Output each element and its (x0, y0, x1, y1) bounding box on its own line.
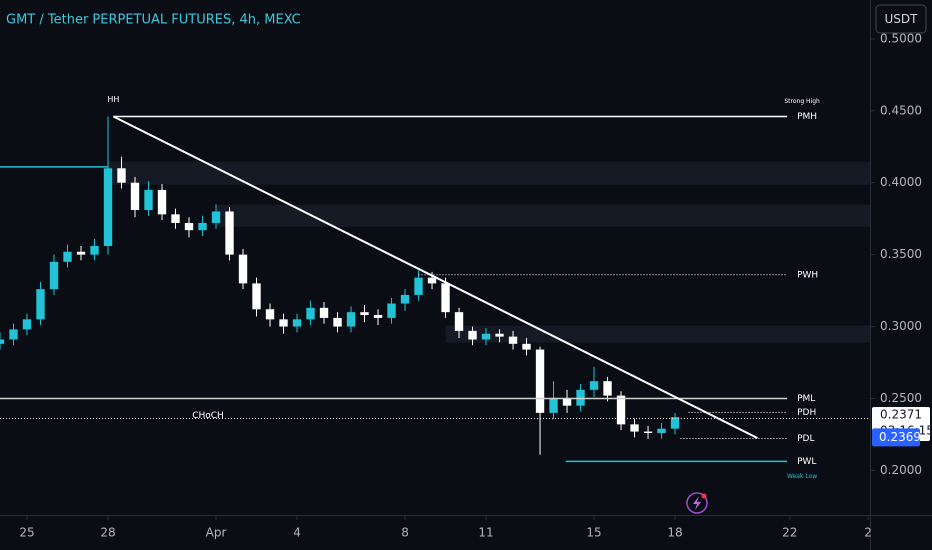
x-tick-label: 4 (293, 526, 301, 540)
candle-body (319, 307, 329, 318)
currency-button-label: USDT (885, 12, 919, 26)
level-label: PMH (797, 112, 817, 122)
level-label: PDL (797, 434, 814, 444)
candle-body (63, 251, 72, 262)
candle-body (333, 317, 342, 327)
zone (108, 161, 870, 185)
candle-body (130, 182, 140, 211)
candle-body (373, 315, 383, 318)
candle-body (454, 312, 464, 331)
candle-body (22, 319, 32, 330)
currency-button[interactable] (875, 4, 927, 34)
candle-body (211, 211, 221, 223)
alert-dot (701, 493, 707, 499)
candle-body (522, 343, 531, 350)
level-label: PML (797, 394, 815, 404)
plot (0, 115, 870, 463)
y-tick-label: 0.5000 (880, 31, 922, 45)
candle-body (36, 289, 45, 320)
y-tick-label: 0.3000 (880, 319, 922, 333)
candle-body (346, 312, 356, 327)
level-label: CHoCH (192, 411, 224, 421)
candle-body (9, 329, 18, 340)
candle-body (90, 245, 99, 255)
y-tick-label: 0.2000 (880, 463, 922, 477)
candle-body (279, 319, 288, 327)
chart-title: GMT / Tether PERPETUAL FUTURES, 4h, MEXC (6, 13, 301, 28)
candle-body (157, 189, 167, 215)
candle-body (400, 294, 410, 304)
candle-body (171, 214, 180, 223)
candle-body (184, 222, 194, 231)
level-label: PWL (797, 457, 816, 467)
candle-body (252, 283, 261, 310)
y-tick-label: 0.2500 (880, 391, 922, 405)
candle-body (508, 336, 518, 344)
candle-body (0, 339, 5, 344)
y-tick-label: 0.4500 (880, 103, 922, 117)
x-tick-label: 22 (782, 526, 797, 540)
level-label: PWH (797, 270, 818, 280)
candle-body (117, 168, 126, 183)
candle-body (144, 189, 153, 211)
candle-body (238, 254, 248, 284)
candle-body (562, 398, 572, 406)
candle-body (427, 277, 437, 284)
candle-body (589, 381, 599, 390)
candle-body (535, 349, 545, 413)
alert-bolt (693, 496, 701, 510)
candle-body (630, 424, 639, 432)
candle-body (198, 222, 207, 231)
x-tick-label: 18 (667, 526, 682, 540)
candle-body (670, 417, 680, 429)
candle-body (468, 330, 477, 340)
candle-body (387, 303, 396, 318)
x-tick-label: 28 (100, 526, 115, 540)
candle-body (76, 251, 86, 255)
bid-price-label: 0.2369 (879, 430, 921, 444)
candle-body (292, 319, 302, 327)
level-note: HH (107, 95, 119, 104)
candle-body (549, 398, 558, 413)
candle-body (49, 261, 59, 290)
x-tick-label: 11 (478, 526, 493, 540)
candle-body (643, 431, 653, 434)
level-label: PDH (797, 408, 816, 418)
candle-body (265, 309, 275, 320)
candle-body (441, 283, 450, 313)
zone (216, 204, 870, 227)
bid-price-tag (872, 428, 920, 447)
x-tick-label: 8 (401, 526, 409, 540)
candle-body (495, 333, 504, 337)
alert-icon[interactable] (686, 492, 708, 514)
candle-body (360, 312, 369, 316)
trendline (112, 115, 758, 439)
level-note: Weak Low (787, 473, 817, 480)
candle-body (306, 307, 315, 320)
alert-circle (686, 492, 708, 514)
y-tick-label: 0.4000 (880, 175, 922, 189)
candle-body (414, 277, 423, 295)
x-tick-label: 15 (586, 526, 601, 540)
level-note: Strong High (784, 98, 820, 105)
candle-body (657, 428, 666, 434)
x-tick-label: Apr (206, 526, 227, 540)
zone (445, 325, 870, 343)
x-tick-label: 25 (19, 526, 34, 540)
candle-body (225, 211, 234, 255)
y-tick-label: 0.3500 (880, 247, 922, 261)
candle-body (481, 333, 491, 340)
last-price-label: 0.2371 (880, 408, 922, 422)
candle-body (103, 168, 113, 246)
x-tick-label: 2 (864, 526, 872, 540)
candle-body (603, 381, 612, 396)
candle-body (616, 395, 626, 425)
